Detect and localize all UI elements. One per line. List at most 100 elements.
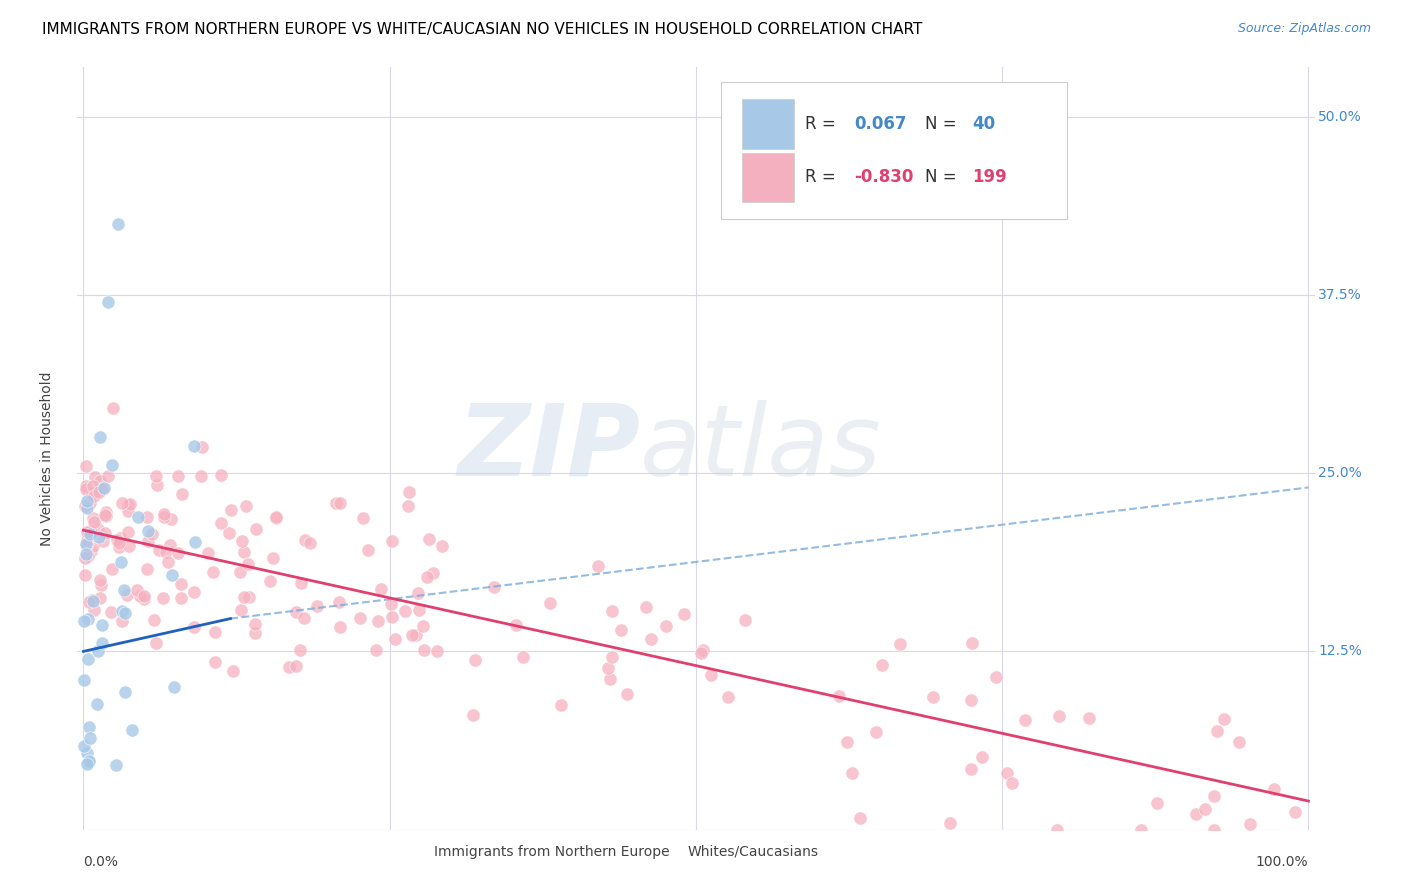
Text: 199: 199 (972, 169, 1007, 186)
Point (828, 689, 851, 703)
Point (329, 496, 352, 510)
Point (82, 539, 104, 553)
Point (889, 637, 911, 651)
Point (75, 459, 97, 474)
Point (77, 652, 100, 666)
Point (77, 549, 100, 563)
Point (82, 485, 104, 500)
Point (1263, 782, 1285, 797)
FancyBboxPatch shape (742, 153, 794, 202)
Point (1227, 735, 1250, 749)
Point (105, 533, 128, 548)
Point (132, 591, 155, 606)
Text: -0.830: -0.830 (855, 169, 914, 186)
Point (412, 619, 434, 633)
Point (73, 568, 96, 582)
Point (505, 618, 527, 632)
Text: 50.0%: 50.0% (1319, 110, 1362, 124)
Point (245, 522, 267, 536)
Point (1202, 822, 1225, 837)
Point (381, 610, 404, 624)
Point (117, 525, 139, 540)
Text: 0.067: 0.067 (855, 115, 907, 133)
Point (77, 755, 100, 769)
Point (117, 588, 139, 602)
Point (232, 590, 254, 604)
Point (97, 295, 120, 310)
Point (870, 658, 893, 673)
Point (264, 510, 287, 524)
Point (152, 591, 174, 605)
Point (80, 593, 103, 607)
Point (148, 542, 170, 557)
Point (153, 508, 176, 522)
Point (87, 643, 110, 657)
Point (190, 469, 212, 483)
Point (89, 591, 111, 606)
Point (236, 558, 259, 572)
Point (418, 532, 440, 546)
Point (118, 539, 141, 553)
Point (108, 540, 131, 554)
Point (87, 484, 110, 499)
Text: 100.0%: 100.0% (1256, 855, 1309, 869)
Point (162, 680, 184, 694)
Point (352, 511, 374, 525)
Point (233, 545, 256, 559)
Point (90, 618, 112, 632)
Point (364, 643, 387, 657)
Point (550, 698, 572, 713)
Point (84, 469, 107, 483)
Point (294, 533, 316, 548)
Point (1078, 711, 1101, 725)
Point (93, 481, 115, 495)
Point (125, 582, 148, 597)
Point (222, 664, 245, 678)
Text: N =: N = (925, 169, 962, 186)
Point (145, 636, 167, 650)
Point (103, 401, 125, 415)
Point (94, 508, 117, 523)
Point (229, 602, 252, 616)
Point (259, 574, 281, 588)
Point (89, 573, 111, 587)
Point (112, 582, 135, 597)
Point (422, 566, 444, 580)
Point (76, 533, 98, 548)
Point (77, 530, 100, 544)
Point (184, 534, 207, 549)
Point (204, 624, 226, 639)
Point (960, 636, 983, 650)
Point (298, 536, 321, 550)
Text: 37.5%: 37.5% (1319, 288, 1362, 302)
Point (89, 530, 111, 544)
Point (995, 766, 1018, 780)
Point (129, 590, 152, 604)
Point (640, 632, 662, 646)
Point (1206, 724, 1229, 739)
Point (82, 479, 104, 493)
Point (1046, 822, 1069, 837)
Point (734, 613, 756, 627)
Point (79, 595, 101, 609)
Point (118, 497, 141, 511)
Point (1284, 805, 1306, 819)
Point (111, 604, 134, 618)
Point (600, 604, 623, 618)
Point (160, 568, 183, 582)
Point (77, 612, 100, 626)
Point (76, 756, 98, 771)
Point (538, 596, 561, 610)
Point (586, 558, 609, 573)
Point (94, 526, 117, 541)
Text: 25.0%: 25.0% (1319, 467, 1362, 480)
Point (1194, 802, 1216, 816)
Point (1047, 709, 1070, 723)
Point (284, 605, 307, 619)
Text: 40: 40 (972, 115, 995, 133)
Point (357, 542, 380, 557)
Point (75, 500, 97, 514)
Point (77, 719, 100, 733)
Point (135, 510, 157, 524)
Point (170, 577, 193, 591)
